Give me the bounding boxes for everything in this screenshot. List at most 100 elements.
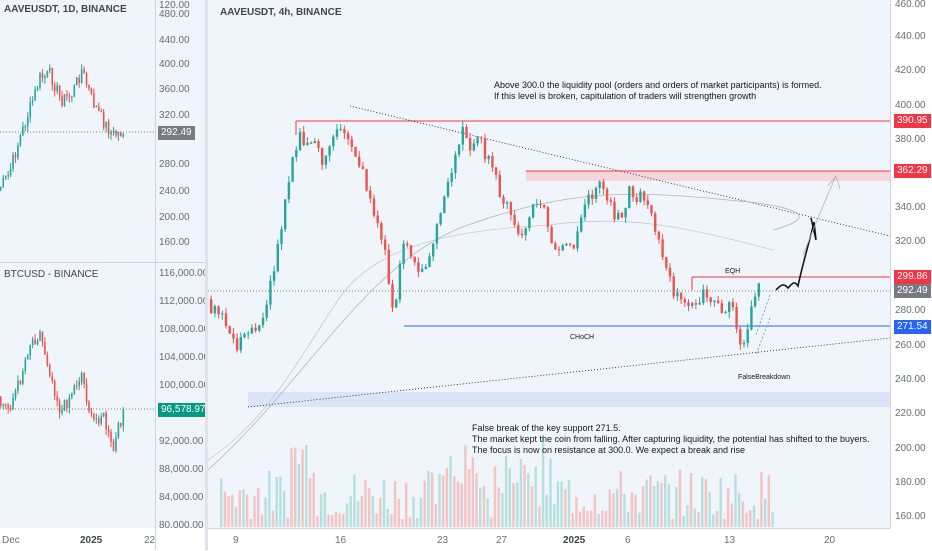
btc-daily-candle (4, 404, 7, 406)
aave-4h-candle (668, 267, 672, 277)
btc-daily-candle (73, 385, 76, 394)
aave-daily-title: AAVEUSDT, 1D, BINANCE (4, 4, 127, 15)
aave-4h-candle (494, 167, 498, 175)
aave-4h-candle (587, 194, 590, 205)
aave-daily-candle (7, 175, 9, 177)
volume-bar (649, 475, 652, 527)
volume-bar (486, 498, 489, 527)
volume-bar (249, 518, 252, 527)
aave-daily-chart[interactable] (0, 0, 205, 262)
aave-4h-candle (335, 129, 339, 137)
volume-bar (294, 447, 297, 527)
volume-bar (608, 489, 611, 527)
bottom-annotation-line1: False break of the key support 271.5. (472, 423, 621, 433)
aave-daily-candle (53, 84, 56, 92)
btc-daily-chart[interactable] (0, 263, 205, 528)
aave-4h-candle (243, 333, 246, 338)
aave-4h-candle (650, 204, 653, 214)
top-annotation-line2: If this level is broken, capitulation of… (494, 91, 757, 101)
volume-bar (393, 481, 397, 527)
volume-bar (612, 493, 615, 527)
left-pane-separator[interactable] (0, 262, 205, 263)
volume-bar (604, 510, 608, 527)
btc-daily-y-tick: 104,000.00 (159, 352, 205, 363)
aave-daily-candle (73, 85, 76, 97)
x-tick-20: 20 (824, 535, 836, 546)
aave-4h-candle (395, 299, 398, 308)
aave-4h-candle (683, 299, 686, 303)
aave-daily-price-axis[interactable]: 480.00 440.00 400.00 360.00 320.00 280.00 240.… (155, 0, 205, 262)
aave-daily-candle (112, 131, 115, 133)
aave-4h-candle (443, 196, 446, 214)
btc-daily-candle (88, 401, 90, 412)
btc-daily-pane[interactable]: BTCUSD - BINANCE (0, 263, 205, 528)
aave-4h-candle (506, 202, 509, 204)
aave-4h-candle (435, 224, 439, 244)
volume-bar (512, 483, 515, 527)
volume-bar (349, 495, 352, 527)
volume-bar (763, 498, 767, 527)
price-tag-390: 390.95 (894, 114, 931, 128)
aave-4h-pane[interactable]: AAVEUSDT, 4h, BINANCE Above 300.0 the li… (208, 0, 890, 528)
volume-bar (464, 445, 467, 527)
aave-4h-candle (753, 296, 757, 307)
volume-bar (667, 483, 671, 527)
aave-4h-candle (365, 168, 368, 191)
aave-daily-candle (19, 135, 22, 146)
volume-bar (345, 503, 349, 527)
aave-4h-chart[interactable] (208, 0, 890, 528)
btc-daily-last-price-tag: 96,578.97 (158, 403, 205, 417)
aave-4h-candle (372, 198, 376, 216)
aave-4h-candle (679, 292, 683, 300)
btc-daily-price-axis[interactable]: 116,000.00 112,000.00 108,000.00 104,000.00… (155, 263, 205, 528)
btc-daily-candle (22, 371, 24, 384)
aave-4h-candle (572, 244, 575, 249)
btc-daily-candle (7, 404, 9, 409)
aave-daily-candle (75, 77, 78, 86)
aave-4h-candle (376, 215, 379, 224)
volume-bar (516, 482, 519, 527)
aave-4h-candle (698, 302, 701, 305)
volume-bar (238, 490, 241, 527)
volume-bar (286, 518, 289, 527)
volume-bar (223, 491, 227, 527)
aave-4h-candle (502, 196, 505, 204)
price-tag-current: 292.49 (894, 284, 931, 298)
main-pane-separator[interactable] (205, 0, 208, 550)
aave-4h-candle (735, 307, 738, 329)
aave-4h-candle (609, 200, 612, 202)
aave-4h-candle (457, 144, 461, 155)
volume-bar (704, 478, 708, 527)
btc-daily-candle (95, 418, 98, 420)
aave-daily-candle (12, 154, 14, 169)
aave-4h-candle (328, 146, 331, 156)
left-time-axis[interactable]: Dec 2025 22 (0, 528, 205, 550)
aave-4h-candle (509, 202, 513, 215)
aave-4h-candle (476, 137, 479, 144)
volume-bar (253, 496, 256, 527)
volume-bar (760, 471, 763, 527)
aave-4h-candle (313, 141, 316, 144)
volume-bar (305, 444, 308, 527)
btc-daily-candle (122, 409, 125, 426)
volume-bar (408, 517, 412, 527)
aave-4h-time-axis[interactable]: 9 16 23 27 2025 6 13 20 (208, 528, 890, 551)
aave-4h-price-axis[interactable]: 460.00 440.00 420.00 400.00 380.00 340.00 320.… (890, 0, 932, 528)
demand-zone (248, 392, 890, 407)
aave-4h-candle (720, 303, 723, 313)
aave-daily-candle (102, 111, 105, 128)
aave-4h-title: AAVEUSDT, 4h, BINANCE (220, 7, 342, 18)
volume-bar (453, 476, 456, 527)
volume-bar (371, 495, 375, 527)
aave-4h-candle (535, 203, 538, 205)
volume-bar (671, 518, 674, 527)
aave-4h-candle (639, 191, 642, 202)
btc-daily-candle (44, 342, 46, 355)
volume-bar (590, 510, 593, 527)
aave-4h-candle (413, 256, 416, 263)
left-x-tick-22: 22 (144, 535, 156, 546)
aave-4h-candle (213, 306, 217, 314)
x-tick-27: 27 (496, 535, 508, 546)
aave-4h-candle (354, 146, 357, 157)
btc-daily-candle (2, 404, 5, 406)
